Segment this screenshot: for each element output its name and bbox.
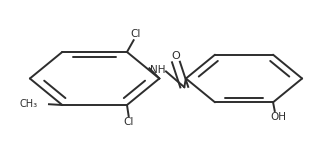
Text: OH: OH <box>270 112 286 122</box>
Text: NH: NH <box>150 65 165 75</box>
Text: CH₃: CH₃ <box>19 99 37 109</box>
Text: O: O <box>172 51 180 61</box>
Text: Cl: Cl <box>124 117 134 127</box>
Text: Cl: Cl <box>130 29 140 39</box>
